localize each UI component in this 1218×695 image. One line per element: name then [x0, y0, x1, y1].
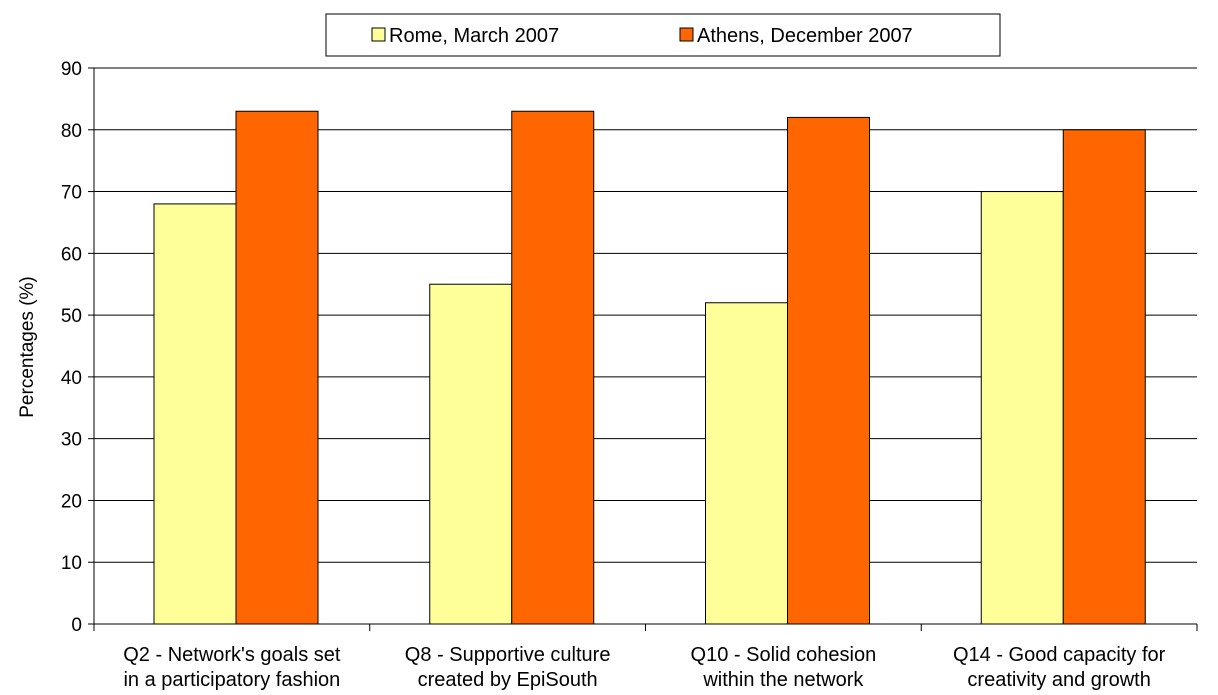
legend-label: Rome, March 2007: [389, 25, 559, 47]
y-axis-title: Percentages (%): [17, 276, 38, 418]
bar-rome-2: [705, 302, 788, 625]
bar-rome-0: [153, 203, 237, 625]
y-tick-label: 90: [61, 59, 82, 80]
y-tick-label: 50: [61, 306, 82, 327]
bar-rome-1: [429, 283, 513, 625]
bar-athens-0: [235, 110, 319, 625]
y-tick-label: 60: [61, 244, 82, 265]
bar-athens-3: [1062, 129, 1146, 625]
x-category-label: Q2 - Network's goals set: [123, 644, 341, 666]
legend-box: [325, 13, 1001, 57]
bars: [153, 110, 1146, 625]
y-tick-label: 40: [61, 368, 82, 389]
bar-rome-3: [980, 191, 1064, 625]
y-tick-label: 0: [71, 615, 82, 636]
bar-athens-1: [511, 110, 595, 625]
y-tick-label: 20: [61, 491, 82, 512]
bar-athens-2: [787, 116, 870, 625]
x-category-label: Q10 - Solid cohesion: [691, 644, 877, 666]
y-tick-labels: 0 10 20 30 40 50 60 70 80 90: [61, 59, 82, 636]
y-tick-label: 30: [61, 430, 82, 451]
y-tick-label: 10: [61, 553, 82, 574]
x-category-label: Q8 - Supportive culture: [405, 644, 611, 666]
x-category-labels: Q2 - Network's goals set in a participato…: [123, 644, 1165, 691]
axes: [88, 67, 1198, 631]
x-category-label: within the network: [702, 669, 864, 691]
x-category-label: in a participatory fashion: [123, 669, 340, 691]
y-tick-label: 80: [61, 121, 82, 142]
x-category-label: created by EpiSouth: [418, 669, 598, 691]
x-category-label: Q14 - Good capacity for: [953, 644, 1166, 666]
legend-label: Athens, December 2007: [697, 25, 913, 47]
y-tick-label: 70: [61, 183, 82, 204]
legend: Rome, March 2007 Athens, December 2007: [325, 13, 1001, 57]
legend-swatch: [371, 27, 386, 42]
legend-swatch: [679, 27, 694, 42]
x-category-label: creativity and growth: [967, 669, 1150, 691]
